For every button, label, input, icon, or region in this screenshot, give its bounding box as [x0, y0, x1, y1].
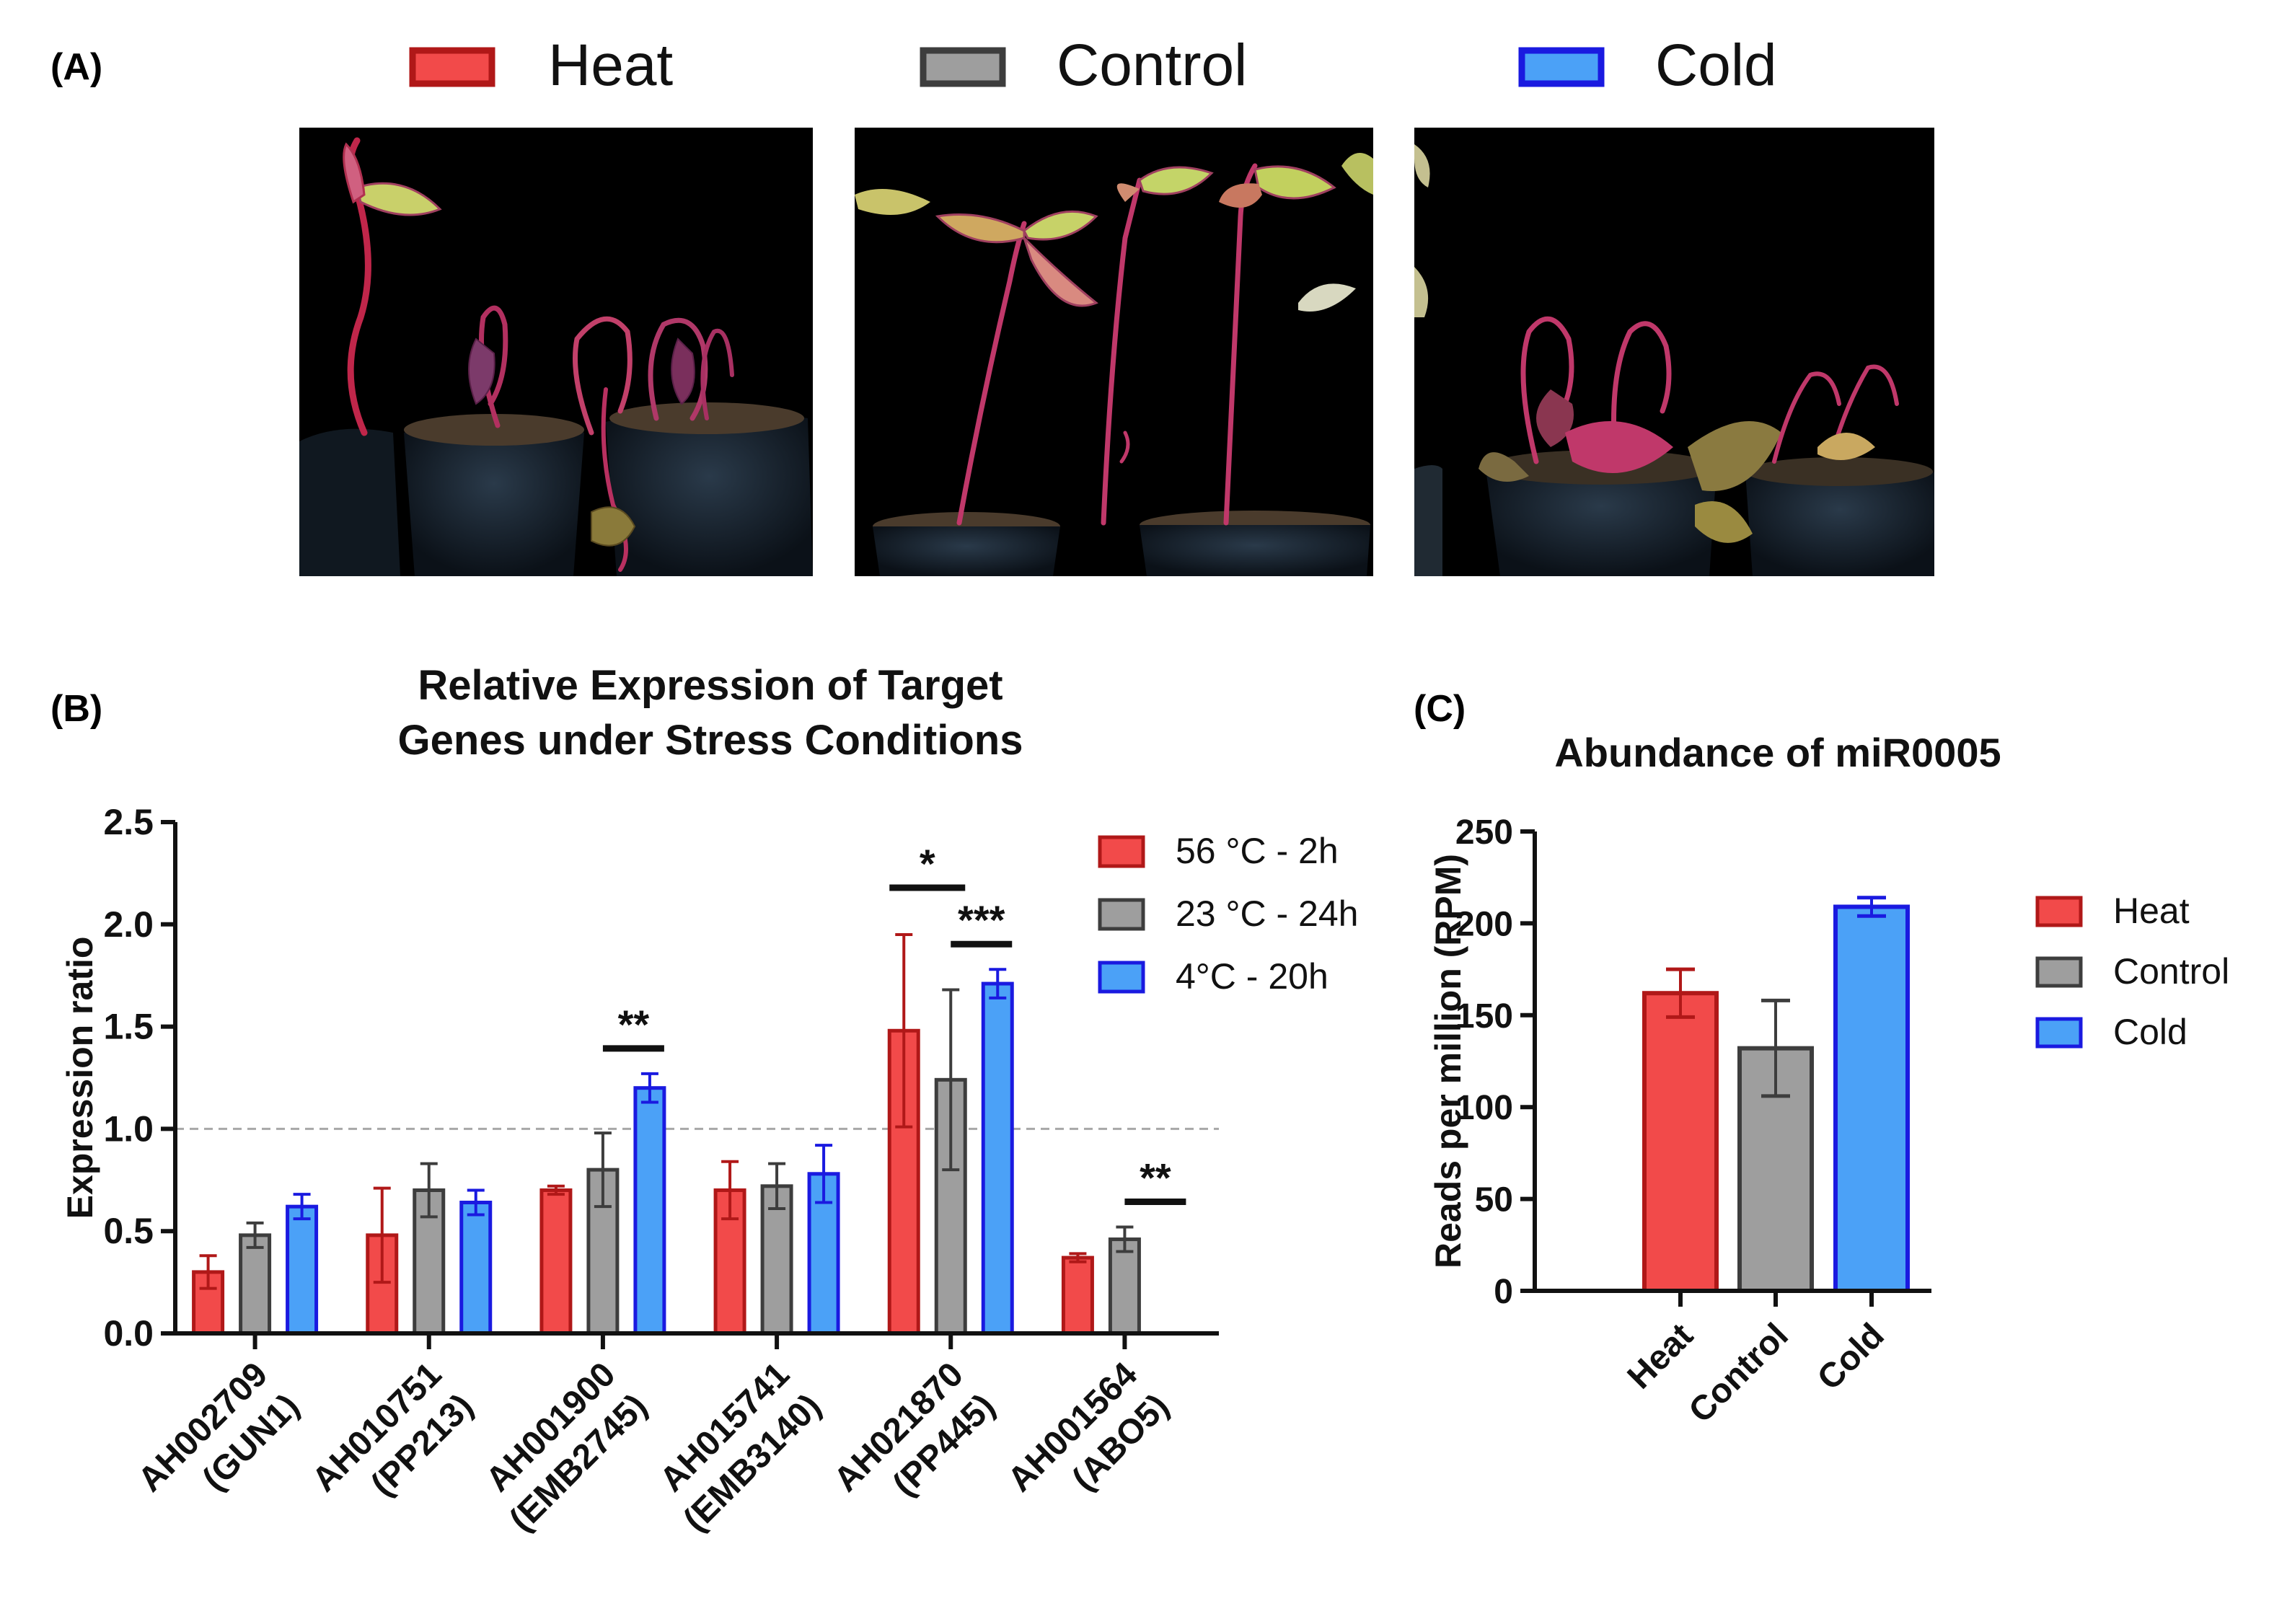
chart-b-significance-label: **	[618, 1002, 650, 1047]
chart-c-legend-label: Control	[2113, 951, 2229, 992]
chart-c-ytick-label: 150	[1455, 997, 1513, 1036]
photo-control	[855, 128, 1373, 576]
chart-c-ytick-label: 0	[1494, 1273, 1513, 1311]
chart-c-legend-swatch	[2035, 956, 2083, 988]
chart-b-ylabel: Expression ratio	[60, 937, 100, 1219]
chart-b-bar	[1061, 1255, 1094, 1336]
chart-b-significance-label: ***	[958, 897, 1005, 943]
legend-control: Control	[920, 32, 1247, 98]
chart-c: Abundance of miR0005 Reads per million (R…	[1428, 730, 2229, 1430]
legend-control-label: Control	[1057, 32, 1247, 98]
chart-b-ytick-label: 0.5	[103, 1211, 154, 1251]
chart-c-legend-label: Heat	[2113, 891, 2190, 931]
chart-b-ytick-label: 2.0	[103, 904, 154, 945]
chart-c-ylabel: Reads per million (RPM)	[1428, 854, 1468, 1268]
chart-b-bar	[192, 1270, 225, 1336]
legend-heat-label: Heat	[548, 32, 673, 98]
chart-c-xtick-label: Heat	[1621, 1316, 1701, 1396]
legend-heat-swatch	[413, 50, 492, 84]
chart-b-legend-label: 56 °C - 2h	[1176, 831, 1339, 871]
chart-b-bar	[981, 981, 1014, 1336]
panel-b: (B) Relative Expression of Target Genes u…	[50, 662, 1358, 1539]
chart-b-legend-swatch	[1098, 961, 1145, 994]
panel-a-legend: Heat Control Cold	[409, 32, 1777, 98]
chart-b-significance-label: *	[920, 841, 935, 886]
chart-b-bar	[539, 1188, 573, 1336]
chart-b-bar	[459, 1200, 493, 1336]
chart-b-ytick-label: 1.5	[103, 1007, 154, 1047]
panel-b-label: (B)	[50, 688, 102, 730]
chart-c-xtick-label: Control	[1682, 1316, 1796, 1430]
legend-cold: Cold	[1518, 32, 1777, 98]
photo-control-plants	[855, 153, 1373, 526]
photo-cold	[1414, 128, 1934, 576]
chart-c-ytick-label: 50	[1475, 1181, 1513, 1219]
chart-b-xtick-label: AH021870(PP445)	[827, 1355, 1003, 1531]
chart-b-title-line: Relative Expression of Target	[418, 662, 1003, 709]
chart-b-legend-label: 23 °C - 24h	[1176, 893, 1358, 934]
chart-b-legend-swatch	[1098, 898, 1145, 931]
chart-b-ytick-label: 2.5	[103, 802, 154, 842]
panel-c-label: (C)	[1414, 688, 1466, 730]
chart-c-legend-label: Cold	[2113, 1012, 2187, 1052]
photo-heat	[299, 128, 813, 576]
chart-b-xtick-label: AH001900(EMB2745)	[471, 1355, 655, 1539]
chart-c-ytick-label: 200	[1455, 905, 1513, 943]
chart-b-legend-label: 4°C - 20h	[1176, 956, 1328, 997]
chart-b-bar	[1108, 1237, 1141, 1336]
chart-b-xtick-label: AH010751(PP213)	[305, 1355, 481, 1531]
chart-b-significance-label: **	[1140, 1155, 1171, 1201]
legend-heat: Heat	[409, 32, 673, 98]
chart-c-bar	[1642, 991, 1719, 1293]
legend-control-swatch-border	[920, 47, 1006, 87]
chart-b-title-line: Genes under Stress Conditions	[398, 717, 1023, 764]
chart-c-legend-swatch	[2035, 896, 2083, 927]
chart-b-ytick-label: 0.0	[103, 1313, 154, 1354]
panel-a-label: (A)	[50, 46, 102, 88]
chart-b-ytick-label: 1.0	[103, 1108, 154, 1149]
legend-heat-swatch-border	[409, 47, 495, 87]
chart-c-title: Abundance of miR0005	[1554, 730, 2001, 775]
chart-b-xtick-label: AH002709(GUN1)	[131, 1355, 307, 1531]
chart-b-bar	[286, 1204, 319, 1336]
chart-b-xtick-label: AH001564(ABO5)	[1000, 1355, 1176, 1531]
panel-a: (A) Heat Control Cold	[50, 32, 1934, 576]
legend-control-swatch	[923, 50, 1003, 84]
panel-c: (C) Abundance of miR0005 Reads per millio…	[1414, 688, 2229, 1430]
legend-cold-swatch-border	[1518, 47, 1605, 87]
photo-heat-plants	[343, 137, 734, 572]
legend-cold-label: Cold	[1655, 32, 1777, 98]
chart-c-ytick-label: 250	[1455, 813, 1513, 852]
chart-c-bar	[1833, 904, 1910, 1293]
legend-cold-swatch	[1522, 50, 1601, 84]
chart-c-legend-swatch	[2035, 1017, 2083, 1049]
photo-control-pots	[873, 511, 1370, 576]
chart-b-bar	[633, 1086, 666, 1336]
chart-b-legend-swatch	[1098, 835, 1145, 868]
chart-c-ytick-label: 100	[1455, 1089, 1513, 1127]
chart-c-xtick-label: Cold	[1810, 1316, 1892, 1398]
chart-b-bar	[239, 1233, 272, 1336]
photo-cold-plants	[1414, 144, 1899, 543]
chart-b-xtick-label: AH015741(EMB3140)	[645, 1355, 829, 1539]
chart-b: Relative Expression of Target Genes under…	[60, 662, 1358, 1539]
